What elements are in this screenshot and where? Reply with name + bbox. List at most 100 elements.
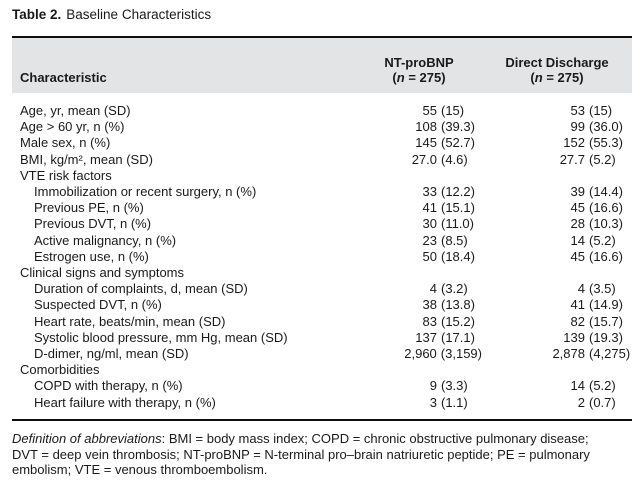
table-row: COPD with therapy, n (%) 9 (3.3) 14 (5.2) [12, 378, 632, 394]
cell-parenthetical: (12.2) [441, 184, 475, 200]
cell-parenthetical: (3,159) [440, 346, 482, 362]
cell-value: 145 [415, 135, 437, 151]
header-col-ntprobnp: NT-proBNP (n = 275) [356, 55, 482, 85]
row-label: D-dimer, ng/ml, mean (SD) [34, 346, 189, 362]
cell-parenthetical: (0.7) [589, 394, 616, 410]
header-col-direct-discharge: Direct Discharge (n = 275) [482, 55, 632, 85]
cell-value: 41 [570, 297, 585, 313]
cell-value: 30 [422, 216, 437, 232]
cell-parenthetical: (15.7) [589, 313, 623, 329]
cell-parenthetical: (52.7) [441, 135, 475, 151]
cell-parenthetical: (14.9) [589, 297, 623, 313]
cell-parenthetical: (10.3) [589, 216, 623, 232]
cell-parenthetical: (3.5) [589, 281, 616, 297]
cell-ntprobnp: 23 (8.5) [356, 233, 482, 249]
table-row: Age > 60 yr, n (%) 108 (39.3) 99 (36.0) [12, 119, 632, 135]
section-row: VTE risk factors [12, 168, 632, 184]
cell-parenthetical: (1.1) [441, 394, 468, 410]
cell-value: 38 [422, 297, 437, 313]
cell-value: 28 [570, 216, 585, 232]
cell-ntprobnp: 3 (1.1) [356, 395, 482, 411]
row-label: Duration of complaints, d, mean (SD) [34, 281, 248, 297]
table-bottom-rule [12, 418, 632, 421]
table-row: D-dimer, ng/ml, mean (SD) 2,960 (3,159) 2,8… [12, 346, 632, 362]
cell-direct-discharge: 14 (5.2) [482, 378, 632, 394]
cell-direct-discharge: 82 (15.7) [482, 314, 632, 330]
footnote-lead: Definition of abbreviations [12, 431, 162, 446]
table-header-row: Characteristic NT-proBNP (n = 275) Direc… [12, 38, 632, 93]
cell-ntprobnp: 30 (11.0) [356, 216, 482, 232]
row-label: Heart failure with therapy, n (%) [34, 394, 216, 410]
cell-value: 27.0 [411, 151, 437, 167]
cell-parenthetical: (15.2) [441, 313, 475, 329]
row-label: Age, yr, mean (SD) [20, 103, 131, 118]
table-caption: Table 2. Baseline Characteristics [12, 6, 211, 23]
cell-ntprobnp: 41 (15.1) [356, 200, 482, 216]
cell-value: 55 [422, 103, 437, 118]
cell-direct-discharge: 39 (14.4) [482, 184, 632, 200]
cell-direct-discharge: 14 (5.2) [482, 233, 632, 249]
cell-parenthetical: (14.4) [589, 184, 623, 200]
row-label: Previous PE, n (%) [34, 200, 144, 216]
table-body: Age, yr, mean (SD) 55 (15) 53 (15) Age > 60 y… [12, 93, 632, 419]
cell-direct-discharge: 99 (36.0) [482, 119, 632, 135]
row-label: Estrogen use, n (%) [34, 248, 149, 264]
table-row: Active malignancy, n (%) 23 (8.5) 14 (5.2) [12, 233, 632, 249]
cell-ntprobnp: 108 (39.3) [356, 119, 482, 135]
row-label: Previous DVT, n (%) [34, 216, 152, 232]
row-label: Immobilization or recent surgery, n (%) [34, 184, 257, 200]
cell-value: 108 [415, 119, 437, 135]
cell-value: 4 [429, 281, 437, 297]
cell-ntprobnp: 145 (52.7) [356, 135, 482, 151]
row-label: Systolic blood pressure, mm Hg, mean (SD… [34, 329, 288, 345]
table-footnote: Definition of abbreviations: BMI = body … [12, 431, 612, 478]
cell-parenthetical: (16.6) [589, 200, 623, 216]
cell-value: 82 [570, 313, 585, 329]
row-label: Comorbidities [20, 362, 100, 378]
cell-value: 14 [570, 232, 585, 248]
cell-direct-discharge: 45 (16.6) [482, 249, 632, 265]
cell-parenthetical: (13.8) [441, 297, 475, 313]
table-row: Suspected DVT, n (%) 38 (13.8) 41 (14.9) [12, 297, 632, 313]
cell-parenthetical: (15) [441, 103, 465, 118]
cell-value: 4 [577, 281, 585, 297]
table-row: Immobilization or recent surgery, n (%) 3… [12, 184, 632, 200]
cell-parenthetical: (36.0) [589, 119, 623, 135]
cell-parenthetical: (16.6) [589, 248, 623, 264]
cell-direct-discharge: 45 (16.6) [482, 200, 632, 216]
cell-ntprobnp: 33 (12.2) [356, 184, 482, 200]
row-label: Heart rate, beats/min, mean (SD) [34, 313, 226, 329]
cell-value: 2 [577, 394, 585, 410]
cell-ntprobnp: 83 (15.2) [356, 314, 482, 330]
cell-direct-discharge: 28 (10.3) [482, 216, 632, 232]
header-characteristic: Characteristic [20, 70, 107, 85]
cell-ntprobnp: 2,960 (3,159) [356, 346, 482, 362]
cell-value: 27.7 [559, 151, 585, 167]
cell-value: 33 [422, 184, 437, 200]
table-row: Male sex, n (%) 145 (52.7) 152 (55.3) [12, 135, 632, 151]
cell-parenthetical: (17.1) [441, 329, 475, 345]
cell-value: 83 [422, 313, 437, 329]
section-row: Clinical signs and symptoms [12, 265, 632, 281]
cell-direct-discharge: 4 (3.5) [482, 281, 632, 297]
table-row: Previous PE, n (%) 41 (15.1) 45 (16.6) [12, 200, 632, 216]
cell-value: 23 [422, 232, 437, 248]
row-label: Active malignancy, n (%) [34, 232, 177, 248]
cell-parenthetical: (15) [589, 103, 613, 118]
cell-ntprobnp: 55 (15) [356, 103, 482, 119]
cell-value: 2,878 [552, 346, 585, 362]
table-row: Age, yr, mean (SD) 55 (15) 53 (15) [12, 103, 632, 119]
cell-ntprobnp: 137 (17.1) [356, 330, 482, 346]
row-label: Male sex, n (%) [20, 135, 111, 151]
baseline-characteristics-table: Characteristic NT-proBNP (n = 275) Direc… [12, 36, 632, 421]
cell-parenthetical: (19.3) [589, 329, 623, 345]
cell-ntprobnp: 4 (3.2) [356, 281, 482, 297]
table-title-text: Baseline Characteristics [66, 7, 212, 22]
table-row: Heart rate, beats/min, mean (SD) 83 (15.2)… [12, 314, 632, 330]
cell-direct-discharge: 152 (55.3) [482, 135, 632, 151]
table-row: BMI, kg/m², mean (SD) 27.0 (4.6) 27.7 (5.2) [12, 152, 632, 168]
cell-value: 152 [563, 135, 585, 151]
cell-parenthetical: (5.2) [589, 232, 616, 248]
cell-value: 14 [570, 378, 585, 394]
cell-direct-discharge: 139 (19.3) [482, 330, 632, 346]
